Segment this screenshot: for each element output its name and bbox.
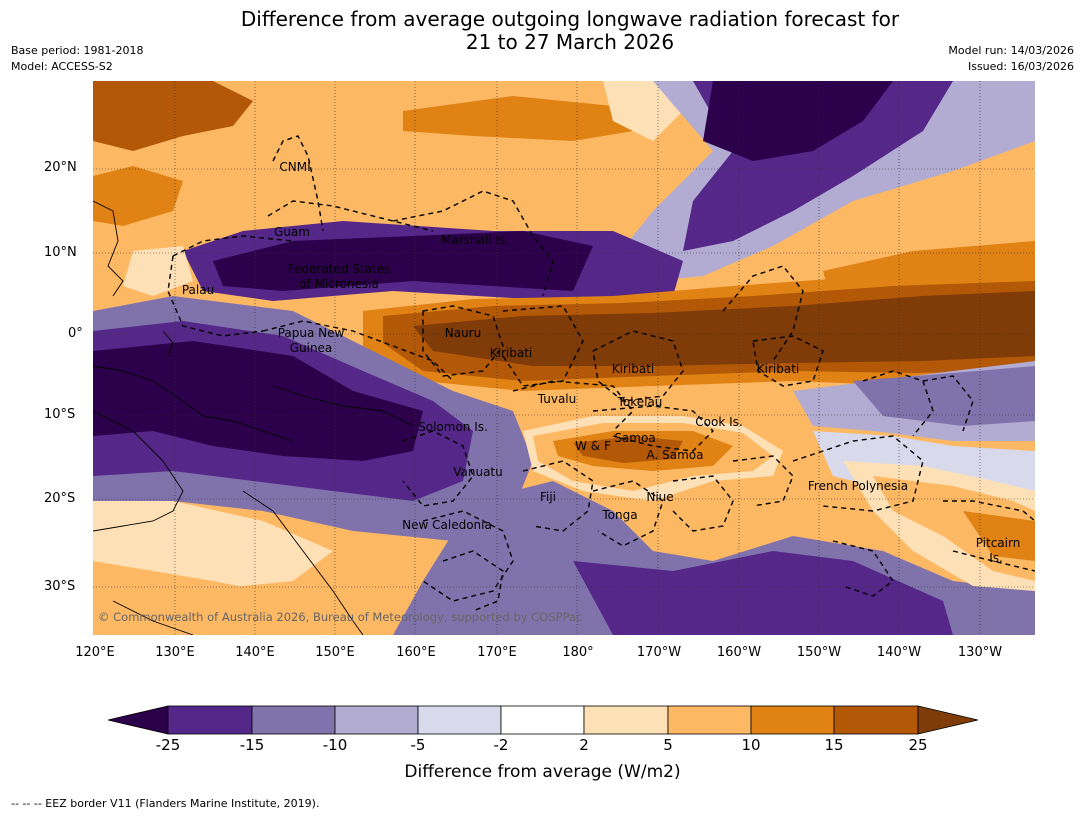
label-png-line2: Guinea xyxy=(290,341,333,355)
anomaly-region-n-orange xyxy=(403,96,633,141)
copyright-notice: © Commonwealth of Australia 2026, Bureau… xyxy=(98,610,583,624)
label-marshall: Marshall Is. xyxy=(441,233,509,247)
colorbar-tick-6: 2 xyxy=(579,736,589,754)
gridlines xyxy=(93,81,1035,635)
colorbar-swatch-3 xyxy=(334,705,419,735)
lon-label-150w: 150°W xyxy=(796,645,842,660)
issued-date: Issued: 16/03/2026 xyxy=(967,60,1074,73)
label-fsm-line2: of Micronesia xyxy=(299,277,379,291)
lat-label-10n: 10°N xyxy=(44,245,77,260)
colorbar-label: Difference from average (W/m2) xyxy=(404,762,681,782)
label-american-samoa: A. Samoa xyxy=(647,448,704,462)
model-name: Model: ACCESS-S2 xyxy=(11,60,113,73)
label-vanuatu: Vanuatu xyxy=(453,465,503,479)
anomaly-region-micronesia-dark xyxy=(213,231,593,291)
lon-label-160w: 160°W xyxy=(716,645,762,660)
label-kiribati-east: Kiribati xyxy=(757,362,799,376)
lat-label-20s: 20°S xyxy=(44,491,76,506)
meta-left: Base period: 1981-2018 Model: ACCESS-S2 xyxy=(11,43,143,75)
label-nauru: Nauru xyxy=(445,326,481,340)
label-tuvalu: Tuvalu xyxy=(537,392,577,406)
colorbar-swatch-7 xyxy=(667,705,752,735)
lon-label-160e: 160°E xyxy=(396,645,436,660)
label-fiji: Fiji xyxy=(540,490,556,504)
chart-title: Difference from average outgoing longwav… xyxy=(0,8,1085,54)
label-palau: Palau xyxy=(182,283,214,297)
colorbar-arrow-right xyxy=(917,705,979,735)
lon-label-170e: 170°E xyxy=(477,645,517,660)
colorbar-tick-5: -2 xyxy=(493,736,509,754)
lat-label-20n: 20°N xyxy=(44,160,77,175)
anomaly-region-coral-dark xyxy=(93,341,423,461)
colorbar-tick-4: -5 xyxy=(410,736,426,754)
colorbar-tick-9: 15 xyxy=(824,736,844,754)
label-pitcairn-line2: Is. xyxy=(989,551,1003,565)
label-pitcairn-line1: Pitcairn xyxy=(976,536,1021,550)
colorbar-swatch-5 xyxy=(500,705,585,735)
olr-anomaly-map: CNMI Guam Marshall Is. Federated States … xyxy=(93,81,1035,635)
label-niue: Niue xyxy=(646,490,673,504)
label-tonga: Tonga xyxy=(601,508,637,522)
colorbar-arrow-left xyxy=(107,705,169,735)
label-guam: Guam xyxy=(274,225,310,239)
label-fsm-line1: Federated States xyxy=(288,262,390,276)
colorbar-tick-7: 5 xyxy=(663,736,673,754)
colorbar-tick-10: 25 xyxy=(908,736,928,754)
lon-label-120e: 120°E xyxy=(75,645,115,660)
colorbar-tick-3: -10 xyxy=(322,736,348,754)
anomaly-region-w-orange xyxy=(93,166,183,226)
colorbar-swatch-6 xyxy=(583,705,669,735)
colorbar-swatch-4 xyxy=(417,705,502,735)
map-panel: CNMI Guam Marshall Is. Federated States … xyxy=(93,81,1035,635)
anomaly-region-ne-dark xyxy=(703,81,893,161)
title-line-1: Difference from average outgoing longwav… xyxy=(240,7,900,31)
colorbar xyxy=(107,704,979,738)
label-cook-islands: Cook Is. xyxy=(695,415,742,429)
label-new-caledonia: New Caledonia xyxy=(402,518,492,532)
colorbar-tick-1: -25 xyxy=(155,736,181,754)
coastlines xyxy=(93,200,414,635)
colorbar-swatch-8 xyxy=(750,705,835,735)
label-kiribati-west: Kiribati xyxy=(490,346,532,360)
colorbar-swatch-2 xyxy=(251,705,336,735)
eez-legend: -- -- -- EEZ border V11 (Flanders Marine… xyxy=(11,797,320,810)
base-period: Base period: 1981-2018 xyxy=(11,44,144,57)
anomaly-region-samoa-brown xyxy=(573,436,683,463)
anomaly-region-sw-light xyxy=(93,501,333,591)
lon-label-140e: 140°E xyxy=(235,645,275,660)
label-kiribati-central: Kiribati xyxy=(612,362,654,376)
colorbar-tick-8: 10 xyxy=(741,736,761,754)
anomaly-region-se-purple xyxy=(853,366,1035,426)
model-run: Model run: 14/03/2026 xyxy=(948,44,1074,57)
anomaly-region-nw-brown xyxy=(93,81,253,151)
colorbar-swatch-1 xyxy=(167,705,253,735)
colorbar-tick-2: -15 xyxy=(239,736,265,754)
anomaly-region-sw-orange xyxy=(93,561,413,635)
lon-label-170w: 170°W xyxy=(636,645,682,660)
anomaly-region-pitcairn-deep xyxy=(963,511,1035,561)
eez-borders xyxy=(167,135,1035,612)
colorbar-graphic xyxy=(107,705,979,735)
anomaly-region-s-purple xyxy=(573,551,953,635)
anomaly-region-palau-light xyxy=(123,246,193,296)
lat-label-30s: 30°S xyxy=(44,579,76,594)
lat-label-equator: 0° xyxy=(68,326,83,341)
meta-right: Model run: 14/03/2026 Issued: 16/03/2026 xyxy=(948,43,1074,75)
colorbar-swatch-9 xyxy=(833,705,919,735)
lon-label-130w: 130°W xyxy=(957,645,1003,660)
lon-label-150e: 150°E xyxy=(315,645,355,660)
lon-label-140w: 140°W xyxy=(876,645,922,660)
label-solomon: Solomon Is. xyxy=(418,420,488,434)
lat-label-10s: 10°S xyxy=(44,407,76,422)
label-tokelau: Tokelau xyxy=(617,395,663,409)
lon-label-180: 180° xyxy=(562,645,594,660)
label-french-polynesia: French Polynesia xyxy=(808,479,908,493)
label-png-line1: Papua New xyxy=(278,326,345,340)
label-wallis-futuna: W & F xyxy=(575,439,611,453)
title-line-2: 21 to 27 March 2026 xyxy=(465,30,675,54)
label-cnmi: CNMI xyxy=(279,160,310,174)
lon-label-130e: 130°E xyxy=(155,645,195,660)
anomaly-region-equator-darkbrown xyxy=(413,291,1035,366)
label-samoa: Samoa xyxy=(614,431,655,445)
